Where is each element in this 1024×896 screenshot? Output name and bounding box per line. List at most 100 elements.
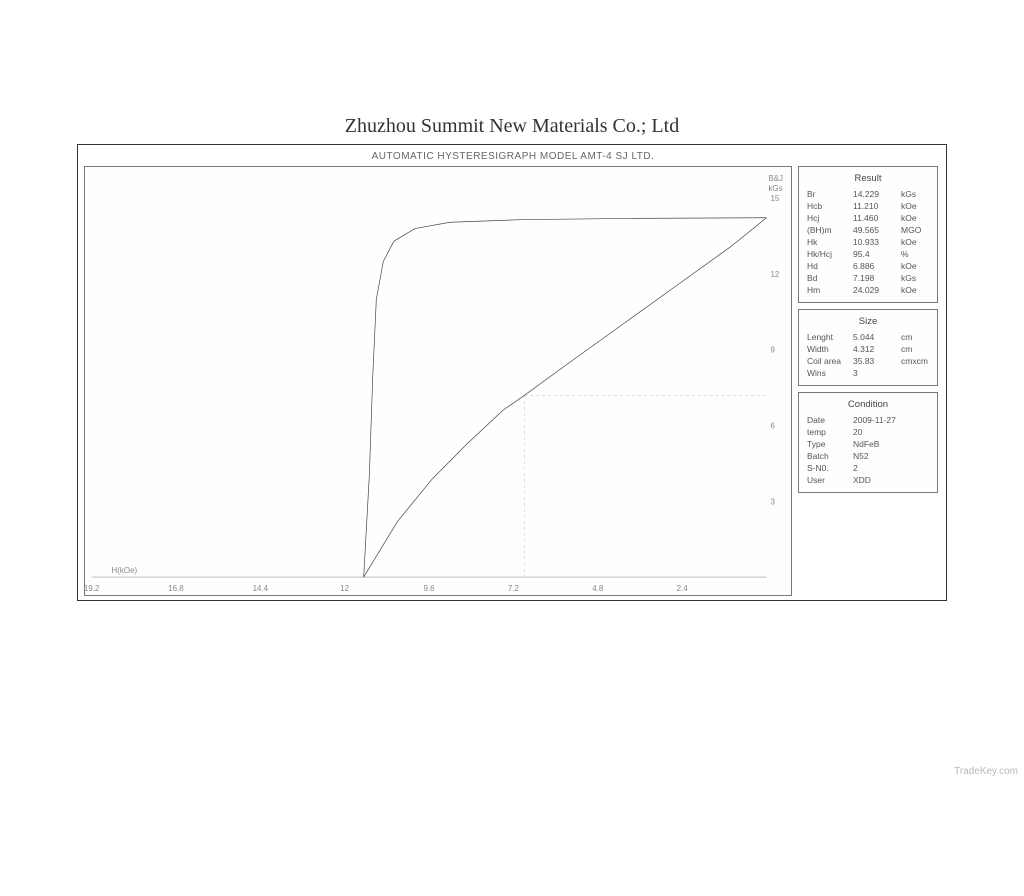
param-key: Bd xyxy=(805,272,851,284)
param-unit xyxy=(899,426,931,438)
company-title: Zhuzhou Summit New Materials Co.; Ltd xyxy=(0,115,1024,138)
table-row: (BH)m49.565MGO xyxy=(805,224,931,236)
param-unit: cm xyxy=(899,331,931,343)
svg-text:6: 6 xyxy=(770,422,775,431)
param-value: 95.4 xyxy=(851,248,899,260)
param-key: temp xyxy=(805,426,851,438)
param-unit: kOe xyxy=(899,236,931,248)
param-unit: kGs xyxy=(899,188,931,200)
svg-text:12: 12 xyxy=(770,270,779,279)
svg-text:3: 3 xyxy=(770,497,775,506)
param-unit: MGO xyxy=(899,224,931,236)
condition-table: Date2009-11-27temp20TypeNdFeBBatchN52S-N… xyxy=(805,414,931,486)
param-value: 49.565 xyxy=(851,224,899,236)
param-value: 7.198 xyxy=(851,272,899,284)
table-row: Width4.312cm xyxy=(805,343,931,355)
svg-text:B&J: B&J xyxy=(768,174,783,183)
table-row: UserXDD xyxy=(805,474,931,486)
table-row: Hcb11.210kOe xyxy=(805,200,931,212)
table-row: Date2009-11-27 xyxy=(805,414,931,426)
svg-text:19.2: 19.2 xyxy=(85,584,100,593)
param-unit: kOe xyxy=(899,212,931,224)
param-unit: cmxcm xyxy=(899,355,931,367)
param-key: Br xyxy=(805,188,851,200)
param-unit xyxy=(899,414,931,426)
svg-text:H(kOe): H(kOe) xyxy=(112,566,138,575)
param-unit: kOe xyxy=(899,284,931,296)
param-value: 6.886 xyxy=(851,260,899,272)
table-row: Br14.229kGs xyxy=(805,188,931,200)
svg-text:2.4: 2.4 xyxy=(677,584,689,593)
param-key: Hk xyxy=(805,236,851,248)
table-row: Hm24.029kOe xyxy=(805,284,931,296)
result-panel: Result Br14.229kGsHcb11.210kOeHcj11.460k… xyxy=(798,166,938,303)
param-unit xyxy=(899,367,931,379)
table-row: S-N0.2 xyxy=(805,462,931,474)
param-key: Type xyxy=(805,438,851,450)
param-key: Hk/Hcj xyxy=(805,248,851,260)
param-unit xyxy=(899,450,931,462)
table-row: Hcj11.460kOe xyxy=(805,212,931,224)
hysteresis-chart: 3691215B&JkGs19.216.814.4129.67.24.82.4H… xyxy=(84,166,792,596)
param-unit xyxy=(899,438,931,450)
svg-text:16.8: 16.8 xyxy=(168,584,184,593)
param-key: Width xyxy=(805,343,851,355)
svg-text:15: 15 xyxy=(770,194,779,203)
param-value: 11.210 xyxy=(851,200,899,212)
param-unit xyxy=(899,462,931,474)
param-unit: kGs xyxy=(899,272,931,284)
param-value: 2009-11-27 xyxy=(851,414,899,426)
table-row: TypeNdFeB xyxy=(805,438,931,450)
svg-text:kGs: kGs xyxy=(768,184,782,193)
content-row: 3691215B&JkGs19.216.814.4129.67.24.82.4H… xyxy=(84,166,942,596)
table-row: Bd7.198kGs xyxy=(805,272,931,284)
param-value: 2 xyxy=(851,462,899,474)
param-value: 20 xyxy=(851,426,899,438)
table-row: Lenght5.044cm xyxy=(805,331,931,343)
svg-text:7.2: 7.2 xyxy=(508,584,520,593)
param-key: Hd xyxy=(805,260,851,272)
param-value: 35.83 xyxy=(851,355,899,367)
chart-svg: 3691215B&JkGs19.216.814.4129.67.24.82.4H… xyxy=(85,167,791,595)
param-value: 5.044 xyxy=(851,331,899,343)
table-row: Hk10.933kOe xyxy=(805,236,931,248)
param-value: 11.460 xyxy=(851,212,899,224)
param-value: 3 xyxy=(851,367,899,379)
param-value: 24.029 xyxy=(851,284,899,296)
param-value: 10.933 xyxy=(851,236,899,248)
svg-text:12: 12 xyxy=(340,584,349,593)
param-unit: kOe xyxy=(899,260,931,272)
result-panel-title: Result xyxy=(805,173,931,184)
param-key: S-N0. xyxy=(805,462,851,474)
param-key: Date xyxy=(805,414,851,426)
condition-panel: Condition Date2009-11-27temp20TypeNdFeBB… xyxy=(798,392,938,493)
param-key: Batch xyxy=(805,450,851,462)
result-table: Br14.229kGsHcb11.210kOeHcj11.460kOe(BH)m… xyxy=(805,188,931,296)
size-panel: Size Lenght5.044cmWidth4.312cmCoil area3… xyxy=(798,309,938,386)
svg-text:4.8: 4.8 xyxy=(592,584,604,593)
param-key: Hcb xyxy=(805,200,851,212)
watermark: TradeKey.com xyxy=(954,766,1018,777)
svg-text:9: 9 xyxy=(770,346,775,355)
table-row: BatchN52 xyxy=(805,450,931,462)
table-row: Coil area35.83cmxcm xyxy=(805,355,931,367)
param-unit: cm xyxy=(899,343,931,355)
param-value: 14.229 xyxy=(851,188,899,200)
param-value: NdFeB xyxy=(851,438,899,450)
param-key: (BH)m xyxy=(805,224,851,236)
table-row: temp20 xyxy=(805,426,931,438)
param-unit: % xyxy=(899,248,931,260)
param-key: Wins xyxy=(805,367,851,379)
table-row: Hk/Hcj95.4% xyxy=(805,248,931,260)
svg-text:9.6: 9.6 xyxy=(424,584,436,593)
param-value: XDD xyxy=(851,474,899,486)
param-unit xyxy=(899,474,931,486)
param-key: Hcj xyxy=(805,212,851,224)
table-row: Wins3 xyxy=(805,367,931,379)
size-panel-title: Size xyxy=(805,316,931,327)
scan-frame: AUTOMATIC HYSTERESIGRAPH MODEL AMT-4 SJ … xyxy=(77,144,947,601)
param-key: User xyxy=(805,474,851,486)
condition-panel-title: Condition xyxy=(805,399,931,410)
param-unit: kOe xyxy=(899,200,931,212)
param-key: Coil area xyxy=(805,355,851,367)
